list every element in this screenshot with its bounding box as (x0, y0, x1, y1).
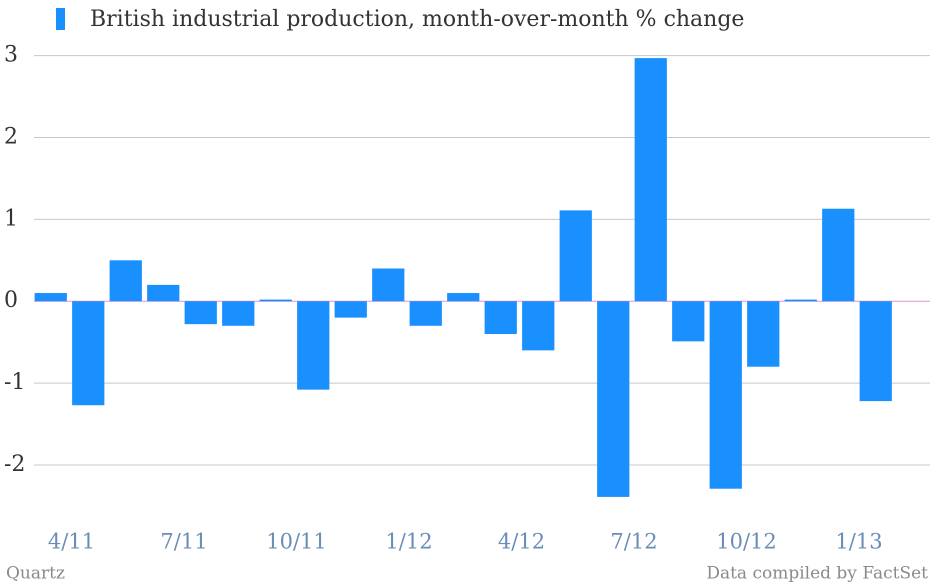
bar (597, 301, 630, 497)
legend-swatch (56, 8, 65, 30)
bar (709, 301, 742, 489)
bar (822, 208, 855, 302)
x-tick-label: 4/11 (48, 530, 95, 554)
bar (147, 284, 180, 302)
x-tick-label: 7/11 (160, 530, 207, 554)
y-tick-label: 1 (4, 206, 18, 231)
bar (747, 301, 780, 367)
bar (447, 293, 480, 302)
x-tick-label: 4/12 (498, 530, 545, 554)
bar (372, 268, 405, 302)
bar (522, 301, 555, 351)
source-left: Quartz (6, 564, 65, 584)
bar (222, 301, 255, 326)
source-right: Data compiled by FactSet (706, 564, 928, 584)
y-tick-label: 0 (4, 288, 18, 313)
x-tick-label: 1/12 (385, 530, 432, 554)
y-tick-label: 2 (4, 125, 18, 150)
bar (784, 299, 817, 302)
x-tick-label: 7/12 (610, 530, 657, 554)
y-tick-label: -1 (4, 370, 25, 395)
bar (184, 301, 217, 325)
bar (634, 58, 667, 302)
x-tick-label: 1/13 (835, 530, 882, 554)
bar (297, 301, 330, 390)
bar (859, 301, 892, 402)
bar (109, 260, 142, 302)
legend-label: British industrial production, month-ove… (90, 7, 744, 32)
bar (72, 301, 105, 406)
x-tick-label: 10/12 (716, 530, 777, 554)
bar (259, 299, 292, 302)
bar (672, 301, 705, 342)
bar (559, 210, 592, 302)
bar (34, 293, 67, 302)
y-tick-label: -2 (4, 452, 25, 477)
x-tick-label: 10/11 (266, 530, 327, 554)
bar (484, 301, 517, 334)
y-tick-label: 3 (4, 43, 18, 68)
bar (334, 301, 367, 318)
bar (409, 301, 442, 326)
